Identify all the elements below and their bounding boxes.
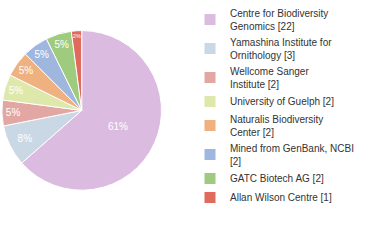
svg-text:61%: 61% bbox=[108, 121, 128, 132]
svg-text:Mined from GenBank, NCBI[2]: Mined from GenBank, NCBI[2] bbox=[230, 143, 354, 167]
svg-text:5%: 5% bbox=[19, 65, 34, 76]
svg-text:2%: 2% bbox=[73, 33, 81, 39]
svg-text:5%: 5% bbox=[54, 39, 69, 50]
svg-text:8%: 8% bbox=[18, 133, 33, 144]
svg-text:5%: 5% bbox=[6, 107, 21, 118]
svg-text:Naturalis BiodiversityCenter [: Naturalis BiodiversityCenter [2] bbox=[230, 114, 323, 138]
svg-text:Wellcome SangerInstitute [2]: Wellcome SangerInstitute [2] bbox=[230, 66, 309, 90]
svg-text:GATC Biotech AG [2]: GATC Biotech AG [2] bbox=[230, 173, 324, 184]
svg-text:Yamashina Institute forOrnitho: Yamashina Institute forOrnithology [3] bbox=[230, 37, 332, 61]
svg-text:Allan Wilson Centre [1]: Allan Wilson Centre [1] bbox=[230, 192, 332, 203]
svg-text:5%: 5% bbox=[34, 49, 49, 60]
svg-text:University of Guelph [2]: University of Guelph [2] bbox=[230, 96, 334, 107]
svg-text:Centre for BiodiversityGenomic: Centre for BiodiversityGenomics [22] bbox=[230, 8, 328, 32]
svg-text:5%: 5% bbox=[9, 85, 24, 96]
